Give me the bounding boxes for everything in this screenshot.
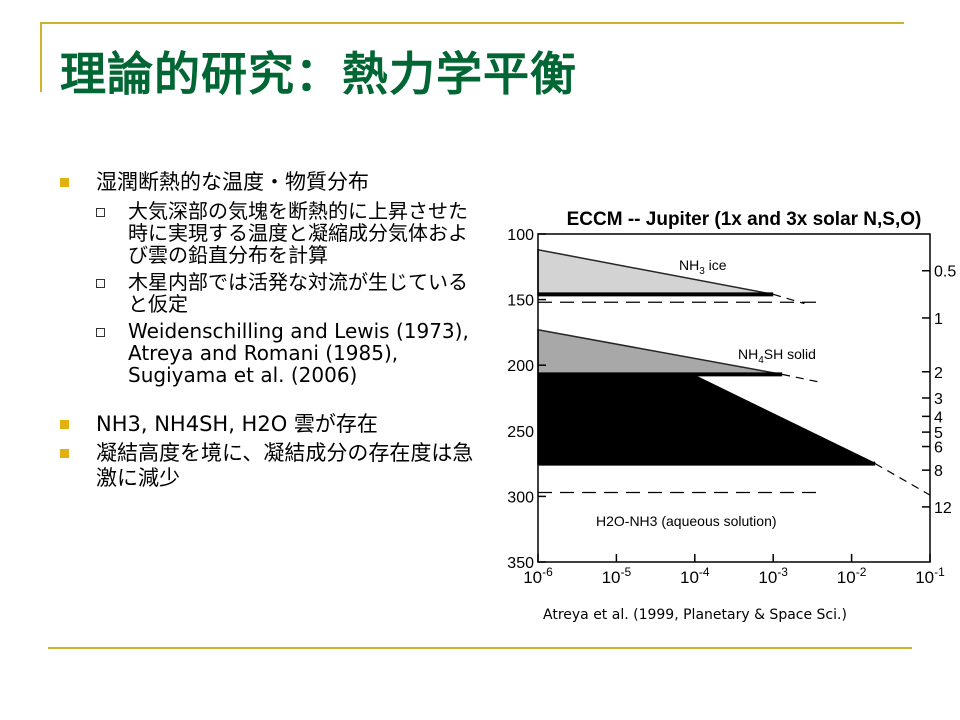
sub-bullet-marker-icon — [96, 279, 105, 288]
bullet-text: 湿潤断熱的な温度・物質分布 — [96, 170, 369, 194]
top-rule — [40, 22, 904, 24]
chart-svg: ECCM -- Jupiter (1x and 3x solar N,S,O) N… — [507, 209, 956, 587]
bullet-item: 凝結高度を境に、凝結成分の存在度は急激に減少 — [58, 441, 478, 491]
chart-title: ECCM -- Jupiter (1x and 3x solar N,S,O) — [567, 209, 922, 230]
y-right-tick-label: 2 — [934, 365, 943, 382]
sub-bullet-item: 大気深部の気塊を断熱的に上昇させた時に実現する温度と凝縮成分気体および雲の鉛直分… — [58, 200, 478, 266]
y-tick-label: 250 — [507, 424, 534, 441]
y-right-tick-label: 8 — [934, 463, 943, 480]
y-right-tick-label: 1 — [934, 311, 943, 328]
bullet-text: NH3, NH4SH, H2O 雲が存在 — [96, 412, 378, 436]
cloud-dash-line — [874, 463, 931, 496]
cloud-label: H2O-NH3 (aqueous solution) — [596, 513, 777, 529]
sub-bullet-text: 大気深部の気塊を断熱的に上昇させた時に実現する温度と凝縮成分気体および雲の鉛直分… — [128, 199, 468, 267]
cloud-structure-chart: ECCM -- Jupiter (1x and 3x solar N,S,O) N… — [488, 192, 960, 594]
y-tick-label: 100 — [507, 227, 534, 244]
cloud-label: NH4SH solid — [738, 346, 816, 366]
y-right-tick-label: 5 — [934, 425, 943, 442]
x-tick-label: 10-3 — [758, 565, 788, 587]
x-tick-label: 10-6 — [523, 565, 553, 587]
y-tick-label: 350 — [507, 555, 534, 572]
bullet-marker-icon — [60, 178, 69, 187]
bullet-marker-icon — [60, 420, 69, 429]
y-right-tick-label: 12 — [934, 500, 952, 517]
y-right-tick-label: 3 — [934, 391, 943, 408]
y-tick-label: 150 — [507, 293, 534, 310]
y-tick-label: 200 — [507, 358, 534, 375]
bullet-list: 湿潤断熱的な温度・物質分布 大気深部の気塊を断熱的に上昇させた時に実現する温度と… — [58, 170, 478, 491]
y-tick-label: 300 — [507, 489, 534, 506]
bullet-item: NH3, NH4SH, H2O 雲が存在 — [58, 412, 478, 437]
sub-bullet-text: 木星内部では活発な対流が生じていると仮定 — [128, 270, 468, 316]
bullet-marker-icon — [60, 449, 69, 458]
sub-bullet-text: Weidenschilling and Lewis (1973), Atreya… — [128, 319, 469, 387]
sub-bullet-item: 木星内部では活発な対流が生じていると仮定 — [58, 271, 478, 315]
cloud-dash-line — [782, 373, 821, 383]
bottom-rule — [48, 647, 912, 649]
x-tick-label: 10-2 — [837, 565, 867, 587]
cloud-dash-line — [773, 293, 805, 305]
sub-bullet-item: Weidenschilling and Lewis (1973), Atreya… — [58, 320, 478, 386]
y-right-tick-label: 6 — [934, 440, 943, 457]
sub-bullet-marker-icon — [96, 328, 105, 337]
left-rule — [40, 22, 42, 92]
x-tick-label: 10-4 — [680, 565, 710, 587]
figure-caption: Atreya et al. (1999, Planetary & Space S… — [543, 607, 847, 623]
slide-title: 理論的研究：熱力学平衡 — [60, 47, 577, 101]
y-right-tick-label: 4 — [934, 409, 943, 426]
y-right-tick-label: 0.5 — [934, 264, 956, 281]
cloud-label: NH3 ice — [679, 257, 727, 277]
bullet-item: 湿潤断熱的な温度・物質分布 — [58, 170, 478, 195]
bullet-text: 凝結高度を境に、凝結成分の存在度は急激に減少 — [96, 441, 474, 490]
cloud-layer — [537, 374, 876, 465]
x-tick-label: 10-5 — [602, 565, 632, 587]
sub-bullet-marker-icon — [96, 208, 105, 217]
x-tick-label: 10-1 — [915, 565, 945, 587]
cloud-layer — [537, 248, 774, 296]
